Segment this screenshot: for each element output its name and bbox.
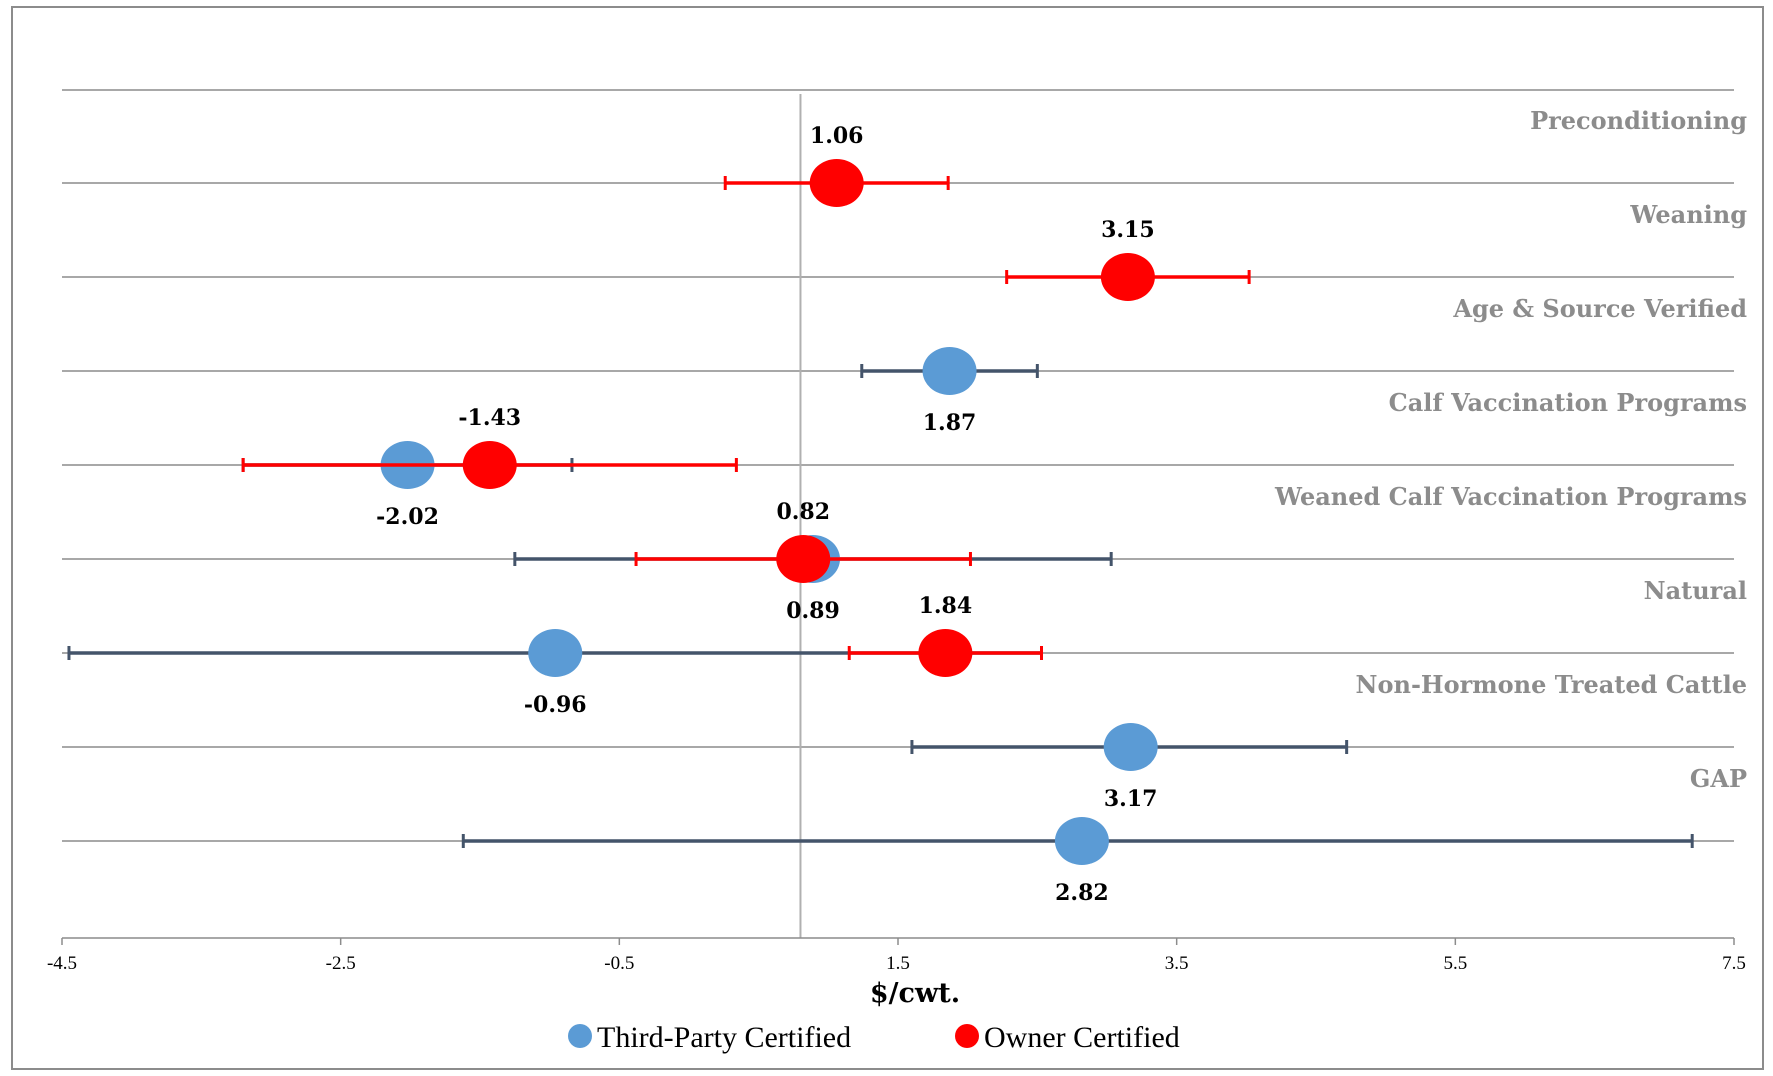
legend-marker-owner [955,1024,979,1048]
data-point [528,629,583,677]
legend: Third-Party Certified Owner Certified [568,1021,1180,1054]
chart-frame [11,6,1764,1070]
data-point [462,441,517,489]
x-axis-title: $/cwt. [870,978,960,1009]
x-tick-label: 5.5 [1443,953,1467,974]
data-label: 3.17 [1104,786,1158,812]
x-tick-label: 3.5 [1165,953,1189,974]
legend-marker-third-party [568,1024,592,1048]
x-tick-label: -2.5 [326,953,356,974]
data-point [1054,817,1109,865]
legend-label-third-party: Third-Party Certified [597,1021,851,1054]
category-labels: Preconditioning Weaning Age & Source Verif… [1274,106,1747,793]
data-labels: 1.87 -2.02 0.89 -0.96 3.17 2.82 1.06 3.15 -1.43 0… [376,123,1157,906]
data-point [1103,723,1158,771]
data-point [922,347,977,395]
category-label: Weaned Calf Vaccination Programs [1274,482,1747,511]
data-label: -1.43 [458,405,521,431]
data-label: 1.06 [810,123,864,149]
category-label: Non-Hormone Treated Cattle [1356,670,1747,699]
data-label: -2.02 [376,504,439,530]
data-point [918,629,973,677]
category-label: GAP [1690,764,1747,793]
data-label: 0.89 [786,598,840,624]
x-tick-label: 7.5 [1722,953,1746,974]
series-owner-certified [241,159,1251,677]
category-label: Preconditioning [1530,106,1747,135]
data-point [776,535,831,583]
series-third-party-certified [67,347,1694,865]
data-label: 1.84 [919,593,973,619]
category-label: Age & Source Verified [1452,294,1747,323]
legend-label-owner: Owner Certified [984,1021,1180,1054]
data-point [1100,253,1155,301]
x-tick-label: 1.5 [886,953,910,974]
data-label: 1.87 [923,410,977,436]
data-label: 0.82 [776,499,830,525]
category-label: Calf Vaccination Programs [1389,388,1747,417]
x-axis: -4.5 -2.5 -0.5 1.5 3.5 5.5 7.5 [47,937,1746,974]
data-label: -0.96 [524,692,587,718]
data-label: 3.15 [1101,217,1155,243]
x-tick-label: -4.5 [47,953,77,974]
category-label: Natural [1644,576,1747,605]
data-point [809,159,864,207]
category-label: Weaning [1629,200,1747,229]
data-label: 2.82 [1055,880,1109,906]
x-tick-label: -0.5 [604,953,634,974]
